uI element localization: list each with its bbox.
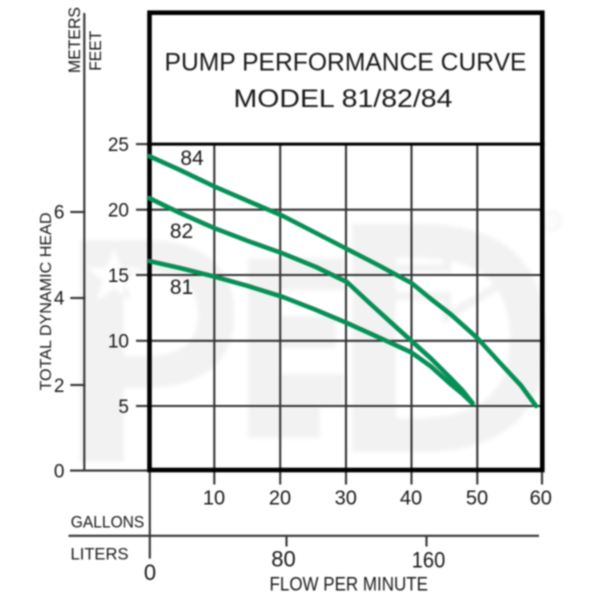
svg-text:TOTAL DYNAMIC HEAD: TOTAL DYNAMIC HEAD: [38, 213, 55, 391]
svg-text:FEET: FEET: [86, 31, 105, 71]
svg-text:15: 15: [108, 266, 129, 287]
svg-text:82: 82: [170, 220, 193, 243]
svg-text:50: 50: [466, 488, 488, 510]
svg-text:0: 0: [144, 560, 156, 585]
svg-text:30: 30: [335, 488, 357, 510]
svg-text:40: 40: [400, 488, 422, 510]
svg-text:2: 2: [54, 376, 65, 397]
svg-text:80: 80: [271, 547, 295, 572]
svg-text:25: 25: [108, 135, 129, 156]
svg-text:6: 6: [54, 203, 65, 224]
svg-text:PUMP PERFORMANCE CURVE: PUMP PERFORMANCE CURVE: [165, 49, 527, 77]
svg-text:MODEL 81/82/84: MODEL 81/82/84: [234, 85, 453, 113]
svg-text:GALLONS: GALLONS: [71, 513, 145, 532]
svg-text:0: 0: [54, 461, 65, 482]
svg-text:20: 20: [108, 201, 129, 222]
svg-text:60: 60: [530, 488, 552, 510]
svg-text:4: 4: [54, 289, 65, 310]
svg-text:METERS: METERS: [65, 7, 84, 73]
svg-text:84: 84: [180, 147, 204, 170]
svg-text:5: 5: [118, 397, 129, 418]
svg-text:20: 20: [269, 488, 291, 510]
svg-text:LITERS: LITERS: [71, 545, 129, 564]
svg-text:FLOW PER MINUTE: FLOW PER MINUTE: [270, 575, 429, 596]
svg-text:R: R: [548, 216, 556, 228]
svg-text:10: 10: [203, 488, 225, 510]
svg-text:160: 160: [412, 548, 446, 573]
svg-text:10: 10: [108, 332, 129, 353]
svg-text:81: 81: [170, 276, 193, 299]
